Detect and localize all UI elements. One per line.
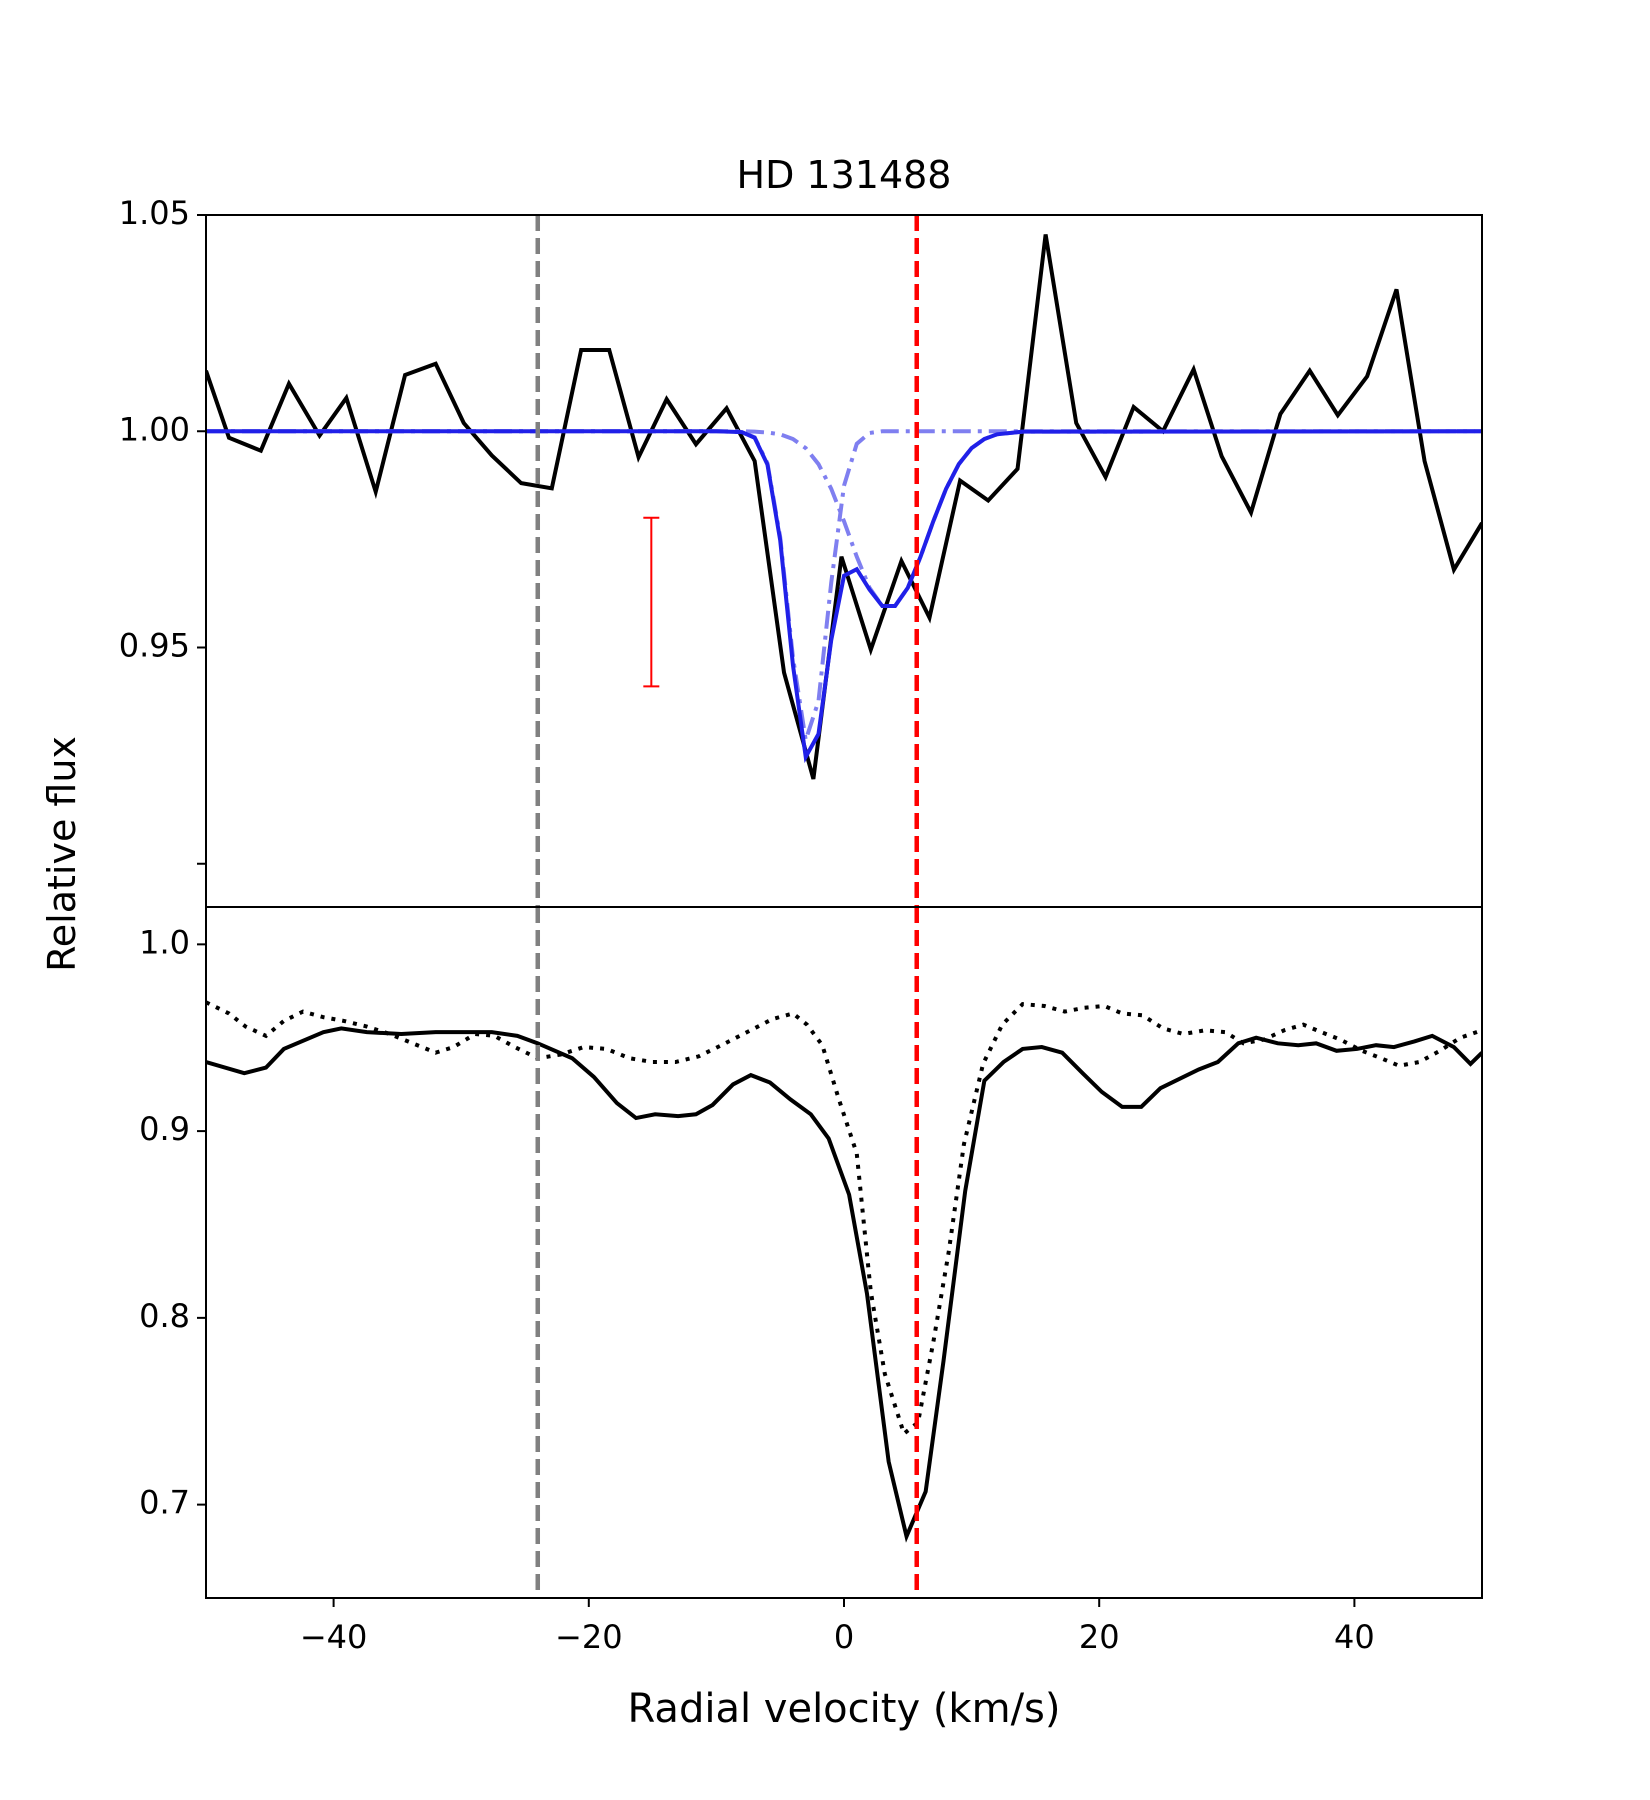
x-tick-label: 40 <box>1334 1618 1375 1656</box>
y-tick-label: 0.7 <box>139 1484 190 1522</box>
x-tick-label: −20 <box>555 1618 623 1656</box>
chart-title: HD 131488 <box>737 153 952 197</box>
y-tick-label: 1.0 <box>139 923 190 961</box>
x-tick-label: 20 <box>1079 1618 1120 1656</box>
y-tick-label: 0.9 <box>139 1110 190 1148</box>
line-series <box>206 429 1482 608</box>
line-series <box>206 234 1482 780</box>
error-bar <box>643 516 660 688</box>
x-tick-label: −40 <box>300 1618 368 1656</box>
line-series <box>206 429 1482 764</box>
x-tick-label: 0 <box>834 1618 854 1656</box>
y-tick-label: 0.8 <box>139 1297 190 1335</box>
y-tick-label: 1.00 <box>119 410 190 448</box>
plot-frame <box>205 906 1483 1599</box>
y-axis-label: Relative flux <box>40 736 84 972</box>
x-axis-label: Radial velocity (km/s) <box>628 1686 1061 1732</box>
y-tick-label: 1.05 <box>119 194 190 232</box>
line-series <box>206 1000 1482 1438</box>
y-tick-label: 0.95 <box>119 627 190 665</box>
